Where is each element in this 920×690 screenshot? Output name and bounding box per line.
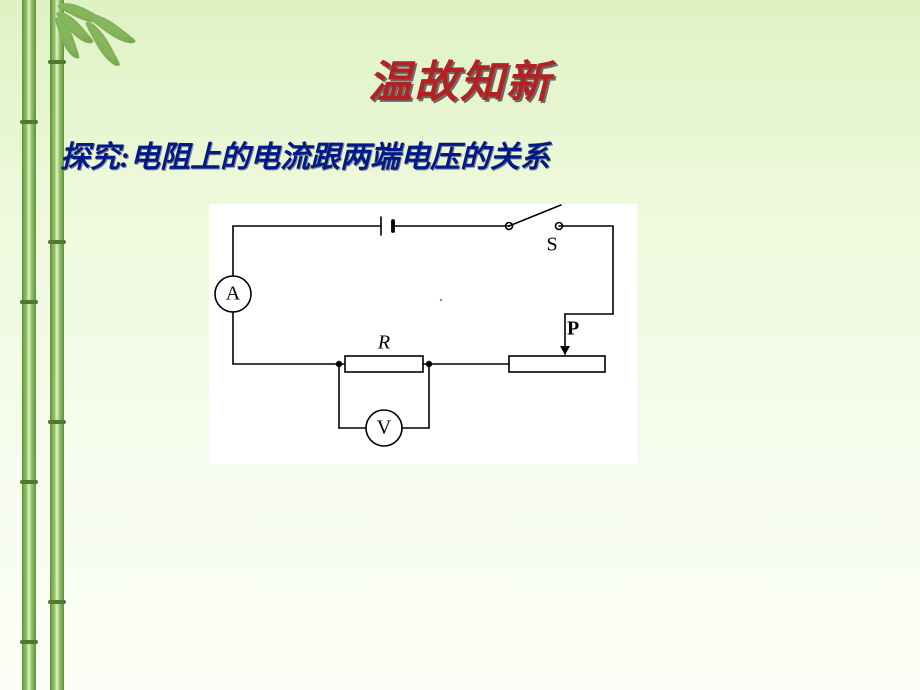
subtitle-text: 电阻上的电流跟两端电压的关系 [130,141,550,174]
circuit-figure: S P A R V [209,204,637,464]
subtitle-label: 探究: [60,141,130,174]
svg-text:P: P [567,318,579,340]
svg-text:A: A [226,283,241,305]
slide-title-text: 温故知新 [368,58,552,107]
slide-subtitle-row: 探究:电阻上的电流跟两端电压的关系 [60,132,880,176]
circuit-diagram: S P A R V [209,204,637,464]
svg-text:V: V [377,417,392,439]
svg-text:S: S [546,234,557,256]
slide-title: 温故知新 [368,46,552,110]
svg-text:R: R [377,332,390,354]
slide-title-row: 温故知新 [0,46,920,110]
slide-subtitle: 探究:电阻上的电流跟两端电压的关系 [60,141,550,174]
